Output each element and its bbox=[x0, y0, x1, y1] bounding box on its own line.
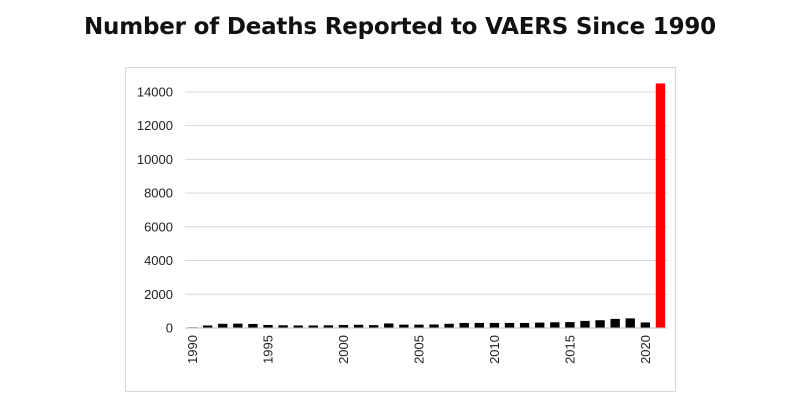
bar-2008 bbox=[459, 322, 469, 328]
x-tick-label: 1995 bbox=[261, 335, 276, 364]
bar-2011 bbox=[504, 322, 515, 328]
bar-2018 bbox=[610, 318, 620, 328]
bar-2019 bbox=[625, 318, 635, 328]
bar-2014 bbox=[550, 322, 560, 328]
bar-2016 bbox=[580, 320, 590, 328]
bar-2002 bbox=[368, 325, 379, 328]
bar-2020 bbox=[640, 322, 651, 328]
bar-1999 bbox=[323, 325, 334, 328]
x-tick-label: 2005 bbox=[411, 335, 426, 364]
x-tick-label: 2020 bbox=[638, 335, 653, 364]
y-tick-label: 8000 bbox=[144, 186, 173, 201]
x-tick-label: 2000 bbox=[336, 335, 351, 364]
chart-area: 0 2000 4000 6000 8000 10000 12000 14000 1990 199… bbox=[125, 67, 676, 392]
bar-1995 bbox=[263, 324, 273, 328]
bar-1993 bbox=[233, 323, 243, 328]
bar-2021 bbox=[655, 83, 666, 328]
bar-2013 bbox=[535, 322, 545, 328]
bar-2015 bbox=[565, 322, 575, 328]
x-tick-label: 2010 bbox=[487, 335, 502, 364]
bar-1996 bbox=[278, 325, 288, 328]
bar-1992 bbox=[218, 323, 228, 328]
bar-2003 bbox=[384, 323, 394, 328]
bar-2000 bbox=[338, 324, 349, 328]
x-tick-label: 1990 bbox=[185, 335, 200, 364]
x-axis-ticks: 1990 1995 2000 2005 2010 2015 2020 bbox=[185, 335, 653, 364]
bar-1997 bbox=[293, 325, 303, 328]
y-tick-label: 4000 bbox=[144, 253, 173, 268]
y-tick-label: 12000 bbox=[137, 118, 173, 133]
y-tick-label: 2000 bbox=[144, 287, 173, 302]
y-tick-label: 6000 bbox=[144, 219, 173, 234]
chart-title: Number of Deaths Reported to VAERS Since… bbox=[84, 14, 716, 40]
bar-2007 bbox=[444, 323, 454, 328]
y-tick-label: 0 bbox=[166, 321, 173, 336]
bar-2017 bbox=[595, 320, 605, 328]
bars bbox=[187, 83, 666, 328]
x-tick-label: 2015 bbox=[562, 335, 577, 364]
bar-1998 bbox=[308, 325, 318, 328]
bar-2001 bbox=[353, 324, 364, 328]
bar-2005 bbox=[414, 324, 424, 328]
y-axis-ticks: 0 2000 4000 6000 8000 10000 12000 14000 bbox=[137, 84, 173, 335]
bar-2006 bbox=[429, 324, 439, 328]
y-tick-label: 14000 bbox=[137, 84, 173, 99]
bar-1991 bbox=[202, 325, 213, 328]
bar-2010 bbox=[489, 322, 500, 328]
bar-2004 bbox=[399, 324, 409, 328]
bar-2012 bbox=[519, 322, 530, 328]
y-tick-label: 10000 bbox=[137, 152, 173, 167]
bar-2009 bbox=[474, 322, 485, 328]
bar-1994 bbox=[248, 323, 258, 328]
gridlines bbox=[185, 91, 668, 295]
